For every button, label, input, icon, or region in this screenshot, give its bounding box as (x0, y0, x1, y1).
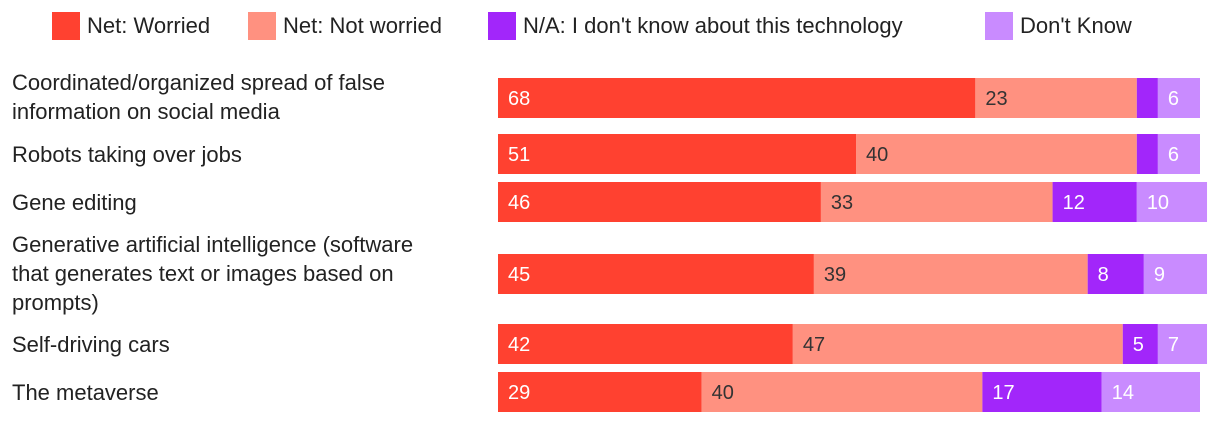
value-label-6-2: 40 (712, 382, 734, 404)
category-label-6: The metaverse (12, 380, 159, 405)
legend-swatch-4 (985, 12, 1013, 40)
value-label-5-4: 7 (1168, 334, 1179, 356)
bar-segment-5-3 (1122, 324, 1158, 364)
category-label-line: Generative artificial intelligence (soft… (12, 232, 413, 257)
legend-label-2: Net: Not worried (283, 13, 442, 38)
category-labels: Coordinated/organized spread of false inf… (12, 70, 413, 405)
value-label-2-2: 40 (866, 144, 888, 166)
bar-segment-2-4 (1157, 134, 1200, 174)
value-label-5-2: 47 (803, 334, 825, 356)
value-label-4-4: 9 (1154, 264, 1165, 286)
value-label-1-2: 23 (985, 88, 1007, 110)
value-label-6-3: 17 (992, 382, 1014, 404)
legend: Net: Worried Net: Not worried N/A: I don't… (52, 12, 1132, 40)
category-label-3: Gene editing (12, 190, 137, 215)
value-label-4-3: 8 (1098, 264, 1109, 286)
bar-segment-2-2 (856, 134, 1137, 174)
legend-swatch-2 (248, 12, 276, 40)
value-label-4-1: 45 (508, 264, 530, 286)
bar-segment-4-3 (1087, 254, 1144, 294)
legend-label-3: N/A: I don't know about this technology (523, 13, 903, 38)
legend-label-1: Net: Worried (87, 13, 210, 38)
bar-segment-6-4 (1101, 372, 1200, 412)
value-label-3-1: 46 (508, 192, 530, 214)
bar-segment-1-1 (498, 78, 976, 118)
bar-segment-2-1 (498, 134, 857, 174)
value-label-4-2: 39 (824, 264, 846, 286)
value-label-6-4: 14 (1112, 382, 1134, 404)
bar-segment-1-3 (1136, 78, 1158, 118)
bar-segment-1-4 (1157, 78, 1200, 118)
category-label-line: Self-driving cars (12, 332, 170, 357)
category-label-5: Self-driving cars (12, 332, 170, 357)
bar-segment-1-2 (975, 78, 1137, 118)
category-label-line: Gene editing (12, 190, 137, 215)
legend-label-4: Don't Know (1020, 13, 1132, 38)
value-label-2-4: 6 (1168, 144, 1179, 166)
legend-swatch-1 (52, 12, 80, 40)
value-label-5-3: 5 (1133, 334, 1144, 356)
category-label-line: prompts) (12, 290, 99, 315)
bar-segment-5-4 (1157, 324, 1208, 364)
value-label-2-1: 51 (508, 144, 530, 166)
category-label-line: The metaverse (12, 380, 159, 405)
bar-segment-6-2 (701, 372, 983, 412)
category-label-line: Coordinated/organized spread of false (12, 70, 385, 95)
category-label-1: Coordinated/organized spread of false inf… (12, 70, 385, 124)
category-label-line: Robots taking over jobs (12, 142, 242, 167)
value-label-3-2: 33 (831, 192, 853, 214)
bar-segment-6-3 (982, 372, 1102, 412)
value-label-1-1: 68 (508, 88, 530, 110)
bar-segment-6-1 (498, 372, 702, 412)
value-label-1-4: 6 (1168, 88, 1179, 110)
bar-segment-3-1 (498, 182, 821, 222)
value-label-3-3: 12 (1063, 192, 1085, 214)
bar-segment-2-3 (1136, 134, 1158, 174)
category-label-line: that generates text or images based on (12, 261, 394, 286)
bar-segment-4-1 (498, 254, 814, 294)
value-label-5-1: 42 (508, 334, 530, 356)
bar-segment-5-2 (792, 324, 1123, 364)
legend-swatch-3 (488, 12, 516, 40)
bar-segment-5-1 (498, 324, 793, 364)
category-label-2: Robots taking over jobs (12, 142, 242, 167)
category-label-line: information on social media (12, 99, 281, 124)
bar-segment-3-2 (820, 182, 1053, 222)
value-label-6-1: 29 (508, 382, 530, 404)
value-label-3-4: 10 (1147, 192, 1169, 214)
category-label-4: Generative artificial intelligence (soft… (12, 232, 413, 315)
bar-segment-3-4 (1136, 182, 1208, 222)
bars: 68 23 6 51 40 6 46 33 12 10 45 39 8 9 42 47 5 7 29 40 17 14 (498, 78, 1208, 412)
bar-segment-3-3 (1052, 182, 1137, 222)
bar-segment-4-4 (1143, 254, 1208, 294)
bar-segment-4-2 (813, 254, 1088, 294)
